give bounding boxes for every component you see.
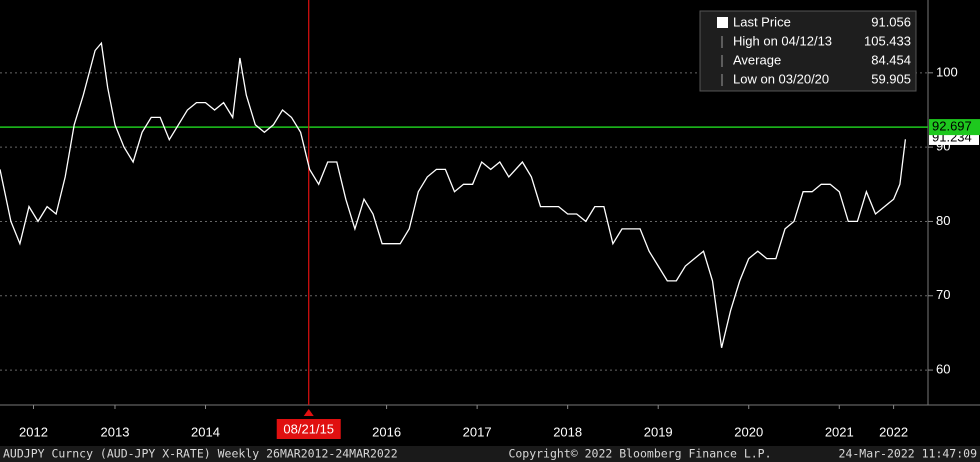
footer-center: Copyright© 2022 Bloomberg Finance L.P.: [508, 447, 771, 461]
legend-value: 84.454: [871, 52, 911, 67]
legend-label: High on 04/12/13: [733, 33, 832, 48]
footer-bar: [0, 446, 980, 462]
legend-value: 59.905: [871, 71, 911, 86]
x-tick-label: 2013: [101, 424, 130, 439]
legend-label: Average: [733, 52, 781, 67]
x-tick-label: 2021: [825, 424, 854, 439]
x-tick-label: 2020: [734, 424, 763, 439]
date-marker-arrow: [303, 409, 314, 416]
level-marker-box: [929, 119, 980, 136]
legend-label: Low on 03/20/20: [733, 71, 829, 86]
x-tick-label: 2016: [372, 424, 401, 439]
legend-value: 91.056: [871, 14, 911, 29]
y-tick-label: 100: [936, 64, 958, 79]
legend: Last Price 91.056 High on 04/12/13 105.433 A…: [699, 10, 917, 92]
x-tick-label: 2022: [879, 424, 908, 439]
y-tick-label: 60: [936, 362, 950, 377]
legend-box: [699, 10, 917, 92]
price-line: [0, 41, 907, 348]
x-tick-label: 2012: [19, 424, 48, 439]
footer-right: 24-Mar-2022 11:47:09: [839, 447, 978, 461]
y-tick-label: 80: [936, 213, 950, 228]
legend-value: 105.433: [864, 33, 911, 48]
level-marker-label: 92.697: [932, 119, 972, 134]
y-tick-label: 70: [936, 287, 950, 302]
x-tick-label: 2019: [644, 424, 673, 439]
x-tick-label: 2017: [463, 424, 492, 439]
x-tick-label: 2014: [191, 424, 220, 439]
legend-label: Last Price: [733, 14, 791, 29]
date-marker-box: [276, 419, 341, 439]
x-tick-label: 2018: [553, 424, 582, 439]
footer-left: AUDJPY Curncy (AUD-JPY X-RATE) Weekly 26…: [3, 447, 398, 461]
legend-swatch: [717, 17, 728, 28]
date-marker-label: 08/21/15: [283, 421, 334, 436]
